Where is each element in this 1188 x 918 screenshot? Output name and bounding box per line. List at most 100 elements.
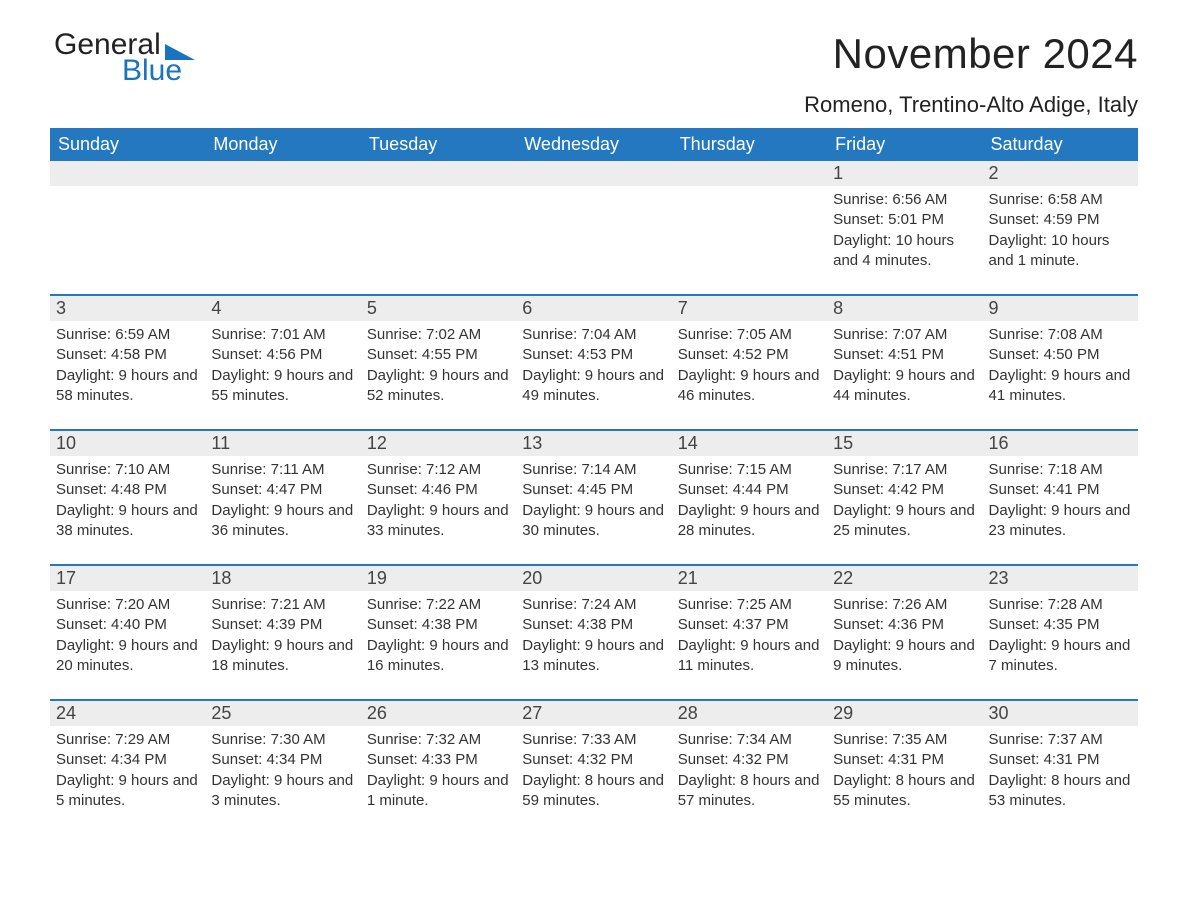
day-number: 5 [361, 296, 516, 321]
calendar-week-row: 10Sunrise: 7:10 AMSunset: 4:48 PMDayligh… [50, 431, 1138, 565]
daylight-line-label: Daylight: [56, 637, 114, 654]
sunrise-line: Sunrise: 7:37 AM [989, 730, 1132, 750]
weekday-header: Friday [827, 128, 982, 161]
sunrise-line: Sunrise: 7:08 AM [989, 325, 1132, 345]
sunrise-line-label: Sunrise: [678, 326, 733, 343]
sunset-line-label: Sunset: [522, 616, 573, 633]
sunset-line: Sunset: 4:34 PM [56, 750, 199, 770]
day-details: Sunrise: 7:29 AMSunset: 4:34 PMDaylight:… [50, 726, 205, 817]
sunset-line-label: Sunset: [211, 616, 262, 633]
sunset-line-value: 4:41 PM [1044, 481, 1100, 498]
calendar-table: SundayMondayTuesdayWednesdayThursdayFrid… [50, 128, 1138, 835]
sunrise-line-value: 7:17 AM [892, 461, 947, 478]
daylight-line-label: Daylight: [522, 637, 580, 654]
sunrise-line-label: Sunrise: [989, 596, 1044, 613]
day-details: Sunrise: 7:25 AMSunset: 4:37 PMDaylight:… [672, 591, 827, 682]
sunset-line-value: 4:32 PM [733, 751, 789, 768]
sunrise-line: Sunrise: 6:59 AM [56, 325, 199, 345]
sunset-line-label: Sunset: [211, 751, 262, 768]
calendar-day-cell: 13Sunrise: 7:14 AMSunset: 4:45 PMDayligh… [516, 431, 671, 565]
calendar-day-cell: 23Sunrise: 7:28 AMSunset: 4:35 PMDayligh… [983, 566, 1138, 700]
sunset-line: Sunset: 4:47 PM [211, 480, 354, 500]
sunset-line-value: 4:47 PM [266, 481, 322, 498]
day-details: Sunrise: 7:10 AMSunset: 4:48 PMDaylight:… [50, 456, 205, 547]
sunrise-line: Sunrise: 7:14 AM [522, 460, 665, 480]
sunrise-line-label: Sunrise: [522, 326, 577, 343]
sunset-line: Sunset: 4:56 PM [211, 345, 354, 365]
sunrise-line-label: Sunrise: [367, 326, 422, 343]
sunrise-line: Sunrise: 7:02 AM [367, 325, 510, 345]
day-number: 3 [50, 296, 205, 321]
sunset-line-value: 4:40 PM [111, 616, 167, 633]
sunrise-line-label: Sunrise: [989, 326, 1044, 343]
day-number [672, 161, 827, 186]
sunrise-line-value: 7:11 AM [271, 461, 325, 478]
daylight-line: Daylight: 9 hours and 9 minutes. [833, 636, 976, 677]
daylight-line: Daylight: 8 hours and 59 minutes. [522, 771, 665, 812]
day-details: Sunrise: 7:05 AMSunset: 4:52 PMDaylight:… [672, 321, 827, 412]
sunrise-line: Sunrise: 7:25 AM [678, 595, 821, 615]
weekday-header: Wednesday [516, 128, 671, 161]
sunrise-line-value: 6:58 AM [1048, 191, 1103, 208]
sunset-line: Sunset: 4:59 PM [989, 210, 1132, 230]
sunrise-line-label: Sunrise: [56, 461, 111, 478]
sunrise-line-value: 7:14 AM [581, 461, 636, 478]
sunrise-line: Sunrise: 7:24 AM [522, 595, 665, 615]
sunrise-line: Sunrise: 7:22 AM [367, 595, 510, 615]
calendar-empty-cell [672, 161, 827, 295]
daylight-line-label: Daylight: [211, 502, 269, 519]
sunrise-line-value: 7:30 AM [271, 731, 326, 748]
sunrise-line-value: 7:35 AM [892, 731, 947, 748]
sunrise-line-label: Sunrise: [522, 596, 577, 613]
day-number: 10 [50, 431, 205, 456]
sunset-line: Sunset: 4:52 PM [678, 345, 821, 365]
day-number: 14 [672, 431, 827, 456]
daylight-line-label: Daylight: [833, 772, 891, 789]
daylight-line: Daylight: 9 hours and 46 minutes. [678, 366, 821, 407]
sunrise-line: Sunrise: 7:18 AM [989, 460, 1132, 480]
sunrise-line-label: Sunrise: [833, 461, 888, 478]
calendar-day-cell: 22Sunrise: 7:26 AMSunset: 4:36 PMDayligh… [827, 566, 982, 700]
calendar-day-cell: 25Sunrise: 7:30 AMSunset: 4:34 PMDayligh… [205, 701, 360, 835]
day-number: 7 [672, 296, 827, 321]
daylight-line-label: Daylight: [989, 367, 1047, 384]
sunrise-line-value: 7:33 AM [581, 731, 636, 748]
weekday-header: Sunday [50, 128, 205, 161]
sunrise-line-label: Sunrise: [678, 596, 733, 613]
calendar-week-row: 17Sunrise: 7:20 AMSunset: 4:40 PMDayligh… [50, 566, 1138, 700]
sunset-line: Sunset: 4:31 PM [833, 750, 976, 770]
sunrise-line-label: Sunrise: [989, 731, 1044, 748]
calendar-day-cell: 15Sunrise: 7:17 AMSunset: 4:42 PMDayligh… [827, 431, 982, 565]
sunset-line-value: 4:50 PM [1044, 346, 1100, 363]
calendar-day-cell: 10Sunrise: 7:10 AMSunset: 4:48 PMDayligh… [50, 431, 205, 565]
calendar-day-cell: 5Sunrise: 7:02 AMSunset: 4:55 PMDaylight… [361, 296, 516, 430]
day-number: 18 [205, 566, 360, 591]
calendar-week-row: 1Sunrise: 6:56 AMSunset: 5:01 PMDaylight… [50, 161, 1138, 295]
daylight-line: Daylight: 9 hours and 30 minutes. [522, 501, 665, 542]
sunrise-line-label: Sunrise: [211, 461, 266, 478]
sunrise-line-label: Sunrise: [678, 461, 733, 478]
sunset-line-value: 4:31 PM [888, 751, 944, 768]
sunrise-line: Sunrise: 7:01 AM [211, 325, 354, 345]
sunset-line-value: 4:53 PM [577, 346, 633, 363]
daylight-line-label: Daylight: [833, 502, 891, 519]
calendar-empty-cell [516, 161, 671, 295]
daylight-line-label: Daylight: [678, 502, 736, 519]
sunset-line-value: 4:58 PM [111, 346, 167, 363]
sunset-line: Sunset: 4:38 PM [522, 615, 665, 635]
brand-logo: General Blue [50, 30, 195, 86]
daylight-line: Daylight: 9 hours and 52 minutes. [367, 366, 510, 407]
calendar-day-cell: 29Sunrise: 7:35 AMSunset: 4:31 PMDayligh… [827, 701, 982, 835]
day-number: 12 [361, 431, 516, 456]
sunrise-line-value: 7:32 AM [426, 731, 481, 748]
sunrise-line-value: 7:24 AM [581, 596, 636, 613]
daylight-line: Daylight: 8 hours and 57 minutes. [678, 771, 821, 812]
calendar-day-cell: 17Sunrise: 7:20 AMSunset: 4:40 PMDayligh… [50, 566, 205, 700]
sunset-line-value: 4:31 PM [1044, 751, 1100, 768]
daylight-line: Daylight: 9 hours and 49 minutes. [522, 366, 665, 407]
calendar-week-row: 24Sunrise: 7:29 AMSunset: 4:34 PMDayligh… [50, 701, 1138, 835]
sunrise-line: Sunrise: 7:05 AM [678, 325, 821, 345]
day-details: Sunrise: 7:07 AMSunset: 4:51 PMDaylight:… [827, 321, 982, 412]
daylight-line: Daylight: 9 hours and 7 minutes. [989, 636, 1132, 677]
sunset-line-value: 4:46 PM [422, 481, 478, 498]
